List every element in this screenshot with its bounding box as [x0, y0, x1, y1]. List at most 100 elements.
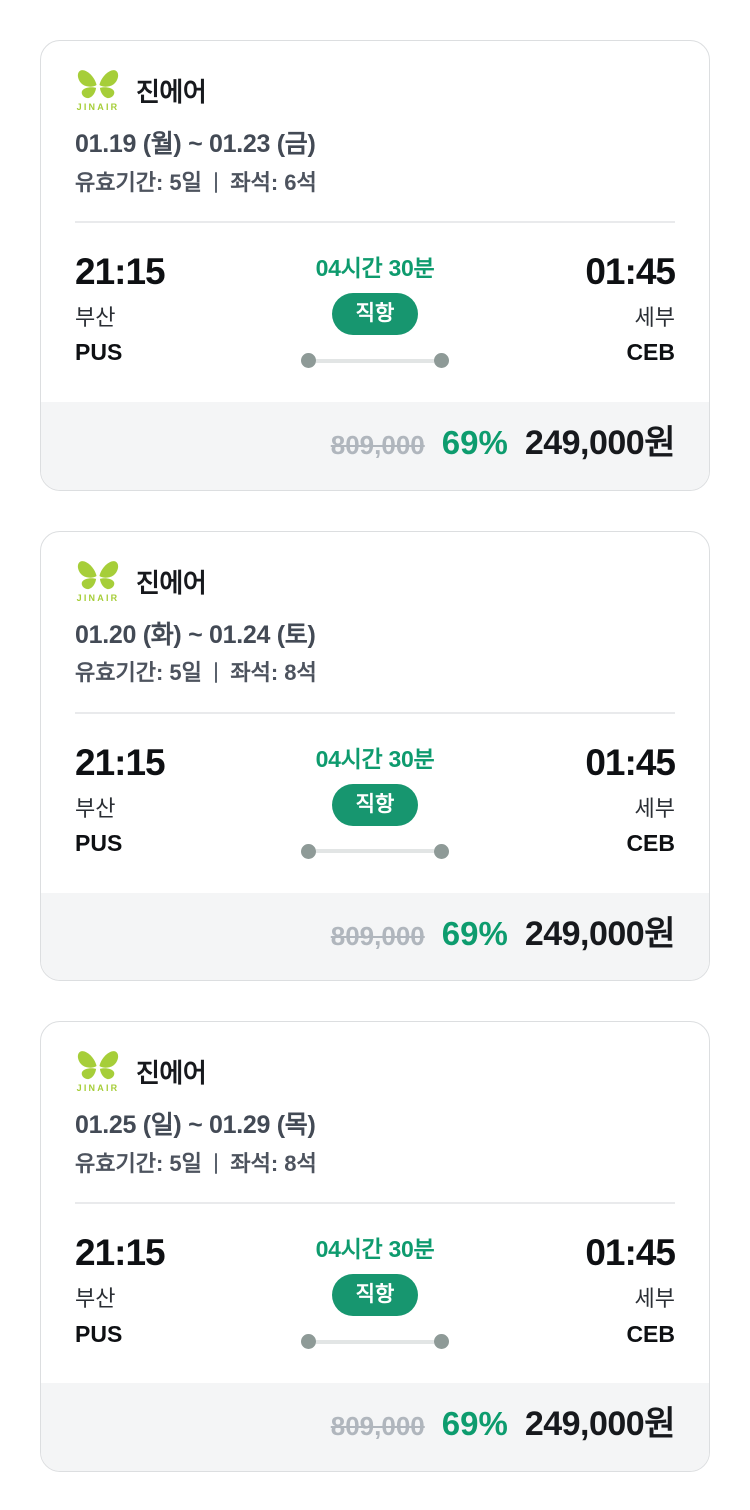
trip-meta: 유효기간: 5일 좌석: 6석	[75, 170, 675, 195]
flight-info: 21:15 부산 PUS 04시간 30분 직항 01:45 세부 CEB	[41, 714, 709, 859]
flight-duration-info: 04시간 30분 직항	[301, 253, 449, 369]
departure-time: 21:15	[75, 251, 166, 293]
origin-dot-icon	[301, 353, 316, 369]
final-price: 249,000원	[524, 914, 676, 953]
departure-airport-code: PUS	[75, 339, 123, 366]
flight-info: 21:15 부산 PUS 04시간 30분 직항 01:45 세부 CEB	[41, 1204, 709, 1350]
price-bar: 809,000 69% 249,000원	[41, 402, 709, 490]
origin-dot-icon	[301, 1334, 316, 1350]
validity-label: 유효기간: 5일	[75, 1150, 202, 1176]
flight-path	[301, 843, 449, 859]
price-bar: 809,000 69% 249,000원	[41, 1383, 709, 1471]
price-bar: 809,000 69% 249,000원	[41, 892, 709, 981]
arrival-time: 01:45	[585, 251, 676, 293]
flight-card[interactable]: JINAIR 진에어 01.20 (화) ~ 01.24 (토) 유효기간: 5…	[40, 530, 710, 982]
arrival-airport-code: CEB	[626, 339, 675, 366]
meta-separator	[214, 171, 218, 193]
jinair-logo: JINAIR	[75, 1050, 121, 1093]
airline-name: 진에어	[136, 77, 207, 107]
trip-meta: 유효기간: 5일 좌석: 8석	[75, 1151, 675, 1176]
flight-path-line	[316, 1339, 434, 1344]
airline-row: JINAIR 진에어	[75, 1050, 675, 1093]
jinair-logo-text: JINAIR	[76, 592, 120, 603]
departure-info: 21:15 부산 PUS	[75, 1234, 215, 1347]
original-price: 809,000	[330, 920, 425, 951]
destination-dot-icon	[434, 843, 449, 859]
seats-label: 좌석: 8석	[230, 660, 317, 686]
duration-label: 04시간 30분	[315, 1236, 435, 1263]
original-price: 809,000	[330, 430, 425, 461]
discount-rate: 69%	[441, 1405, 508, 1443]
discount-rate: 69%	[441, 914, 508, 952]
destination-dot-icon	[434, 353, 449, 369]
airline-name: 진에어	[136, 567, 207, 598]
flight-card[interactable]: JINAIR 진에어 01.25 (일) ~ 01.29 (목) 유효기간: 5…	[40, 1021, 710, 1472]
direct-flight-badge: 직항	[331, 293, 419, 336]
departure-city: 부산	[75, 795, 116, 821]
card-header: JINAIR 진에어 01.25 (일) ~ 01.29 (목) 유효기간: 5…	[41, 1022, 709, 1176]
trip-meta: 유효기간: 5일 좌석: 8석	[75, 660, 675, 685]
validity-label: 유효기간: 5일	[75, 169, 202, 195]
departure-airport-code: PUS	[75, 1320, 123, 1347]
trip-date-range: 01.19 (월) ~ 01.23 (금)	[75, 130, 316, 158]
departure-time: 21:15	[75, 741, 166, 783]
flight-path-line	[316, 849, 434, 854]
section-divider	[75, 1202, 675, 1205]
duration-label: 04시간 30분	[315, 255, 435, 282]
departure-city: 부산	[75, 305, 116, 331]
flight-path	[301, 353, 449, 369]
departure-info: 21:15 부산 PUS	[75, 253, 215, 366]
meta-separator	[214, 1153, 218, 1175]
section-divider	[75, 221, 675, 224]
arrival-info: 01:45 세부 CEB	[535, 1232, 676, 1347]
butterfly-icon	[77, 1051, 119, 1080]
duration-label: 04시간 30분	[315, 745, 435, 772]
arrival-info: 01:45 세부 CEB	[535, 251, 676, 366]
departure-airport-code: PUS	[75, 829, 123, 856]
departure-city: 부산	[75, 1286, 116, 1312]
flight-duration-info: 04시간 30분 직항	[301, 744, 449, 859]
jinair-logo-text: JINAIR	[76, 1083, 120, 1094]
jinair-logo-text: JINAIR	[76, 102, 120, 112]
arrival-time: 01:45	[585, 741, 676, 783]
flight-info: 21:15 부산 PUS 04시간 30분 직항 01:45 세부 CEB	[41, 223, 709, 369]
arrival-time: 01:45	[585, 1232, 676, 1274]
arrival-city: 세부	[634, 1286, 675, 1312]
final-price: 249,000원	[524, 1405, 676, 1444]
arrival-airport-code: CEB	[626, 829, 675, 856]
seats-label: 좌석: 8석	[230, 1150, 317, 1176]
butterfly-icon	[77, 560, 119, 589]
direct-flight-badge: 직항	[331, 783, 419, 826]
flight-card[interactable]: JINAIR 진에어 01.19 (월) ~ 01.23 (금) 유효기간: 5…	[40, 40, 710, 491]
original-price: 809,000	[330, 1411, 425, 1442]
airline-row: JINAIR 진에어	[75, 69, 675, 112]
discount-rate: 69%	[441, 424, 508, 462]
card-header: JINAIR 진에어 01.20 (화) ~ 01.24 (토) 유효기간: 5…	[41, 532, 709, 686]
departure-time: 21:15	[75, 1232, 166, 1274]
section-divider	[75, 711, 675, 714]
arrival-city: 세부	[634, 795, 675, 821]
airline-name: 진에어	[136, 1058, 207, 1089]
jinair-logo: JINAIR	[75, 560, 121, 603]
arrival-city: 세부	[634, 305, 675, 331]
flight-path-line	[316, 358, 434, 363]
flight-duration-info: 04시간 30분 직항	[301, 1234, 449, 1350]
departure-info: 21:15 부산 PUS	[75, 744, 215, 857]
card-header: JINAIR 진에어 01.19 (월) ~ 01.23 (금) 유효기간: 5…	[41, 41, 709, 195]
meta-separator	[214, 662, 218, 684]
destination-dot-icon	[434, 1334, 449, 1350]
jinair-logo: JINAIR	[75, 69, 121, 112]
arrival-info: 01:45 세부 CEB	[535, 741, 676, 857]
trip-date-range: 01.20 (화) ~ 01.24 (토)	[75, 620, 316, 649]
flight-path	[301, 1334, 449, 1350]
arrival-airport-code: CEB	[626, 1320, 675, 1347]
trip-date-range: 01.25 (일) ~ 01.29 (목)	[75, 1111, 316, 1140]
final-price: 249,000원	[524, 424, 676, 463]
origin-dot-icon	[301, 843, 316, 859]
direct-flight-badge: 직항	[331, 1274, 419, 1317]
butterfly-icon	[77, 70, 119, 99]
validity-label: 유효기간: 5일	[75, 660, 202, 686]
airline-row: JINAIR 진에어	[75, 560, 675, 603]
seats-label: 좌석: 6석	[230, 169, 317, 195]
